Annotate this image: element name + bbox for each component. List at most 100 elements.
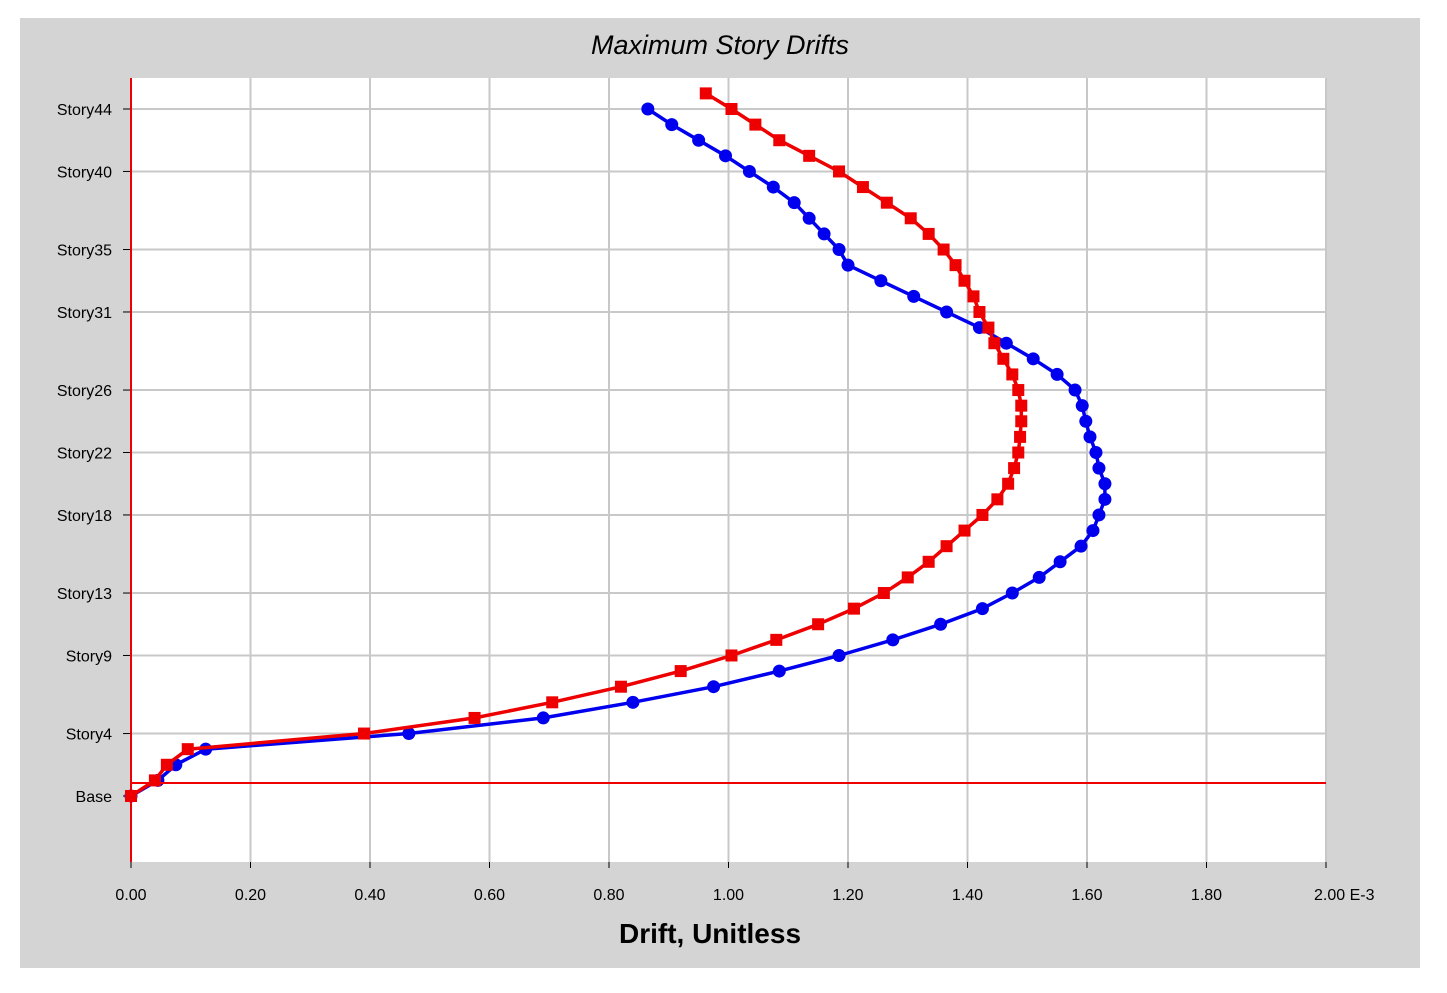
data-point [699, 87, 712, 100]
data-point [148, 774, 161, 787]
data-point [922, 227, 935, 240]
x-tick-label: 1.80 [1191, 887, 1222, 904]
data-point [847, 602, 860, 615]
data-point [1089, 446, 1103, 459]
data-point [880, 196, 893, 209]
data-point [802, 211, 816, 225]
data-point [1074, 539, 1088, 553]
y-tick-label: Story35 [57, 243, 112, 260]
data-point [1098, 477, 1112, 491]
data-point [999, 336, 1013, 350]
x-tick-label: 2.00 E-3 [1314, 887, 1375, 904]
data-point [674, 665, 687, 678]
data-point [949, 259, 962, 272]
x-tick-labels: 0.00 0.20 0.40 0.60 0.80 1.00 1.20 1.40 1.60 1.80… [115, 862, 1375, 904]
data-point [1008, 462, 1021, 475]
data-point [707, 680, 721, 694]
y-tick-label: Story13 [57, 586, 112, 603]
data-point [975, 602, 989, 616]
data-point [856, 181, 869, 194]
data-point [358, 727, 371, 740]
y-tick-label: Story9 [66, 648, 112, 665]
data-point [1015, 399, 1028, 412]
x-tick-label: 0.00 [115, 887, 146, 904]
data-point [958, 274, 971, 287]
data-point [766, 180, 780, 194]
data-point [1012, 384, 1025, 397]
y-tick-label: Story40 [57, 164, 112, 181]
data-point [841, 258, 855, 272]
y-tick-label: Story4 [66, 727, 112, 744]
x-tick-label: 1.60 [1071, 887, 1102, 904]
data-point [1005, 586, 1019, 600]
data-point [749, 118, 762, 131]
data-point [1083, 430, 1097, 444]
data-point [1006, 368, 1019, 381]
data-point [1075, 399, 1089, 413]
data-point [934, 617, 948, 631]
data-point [181, 743, 194, 756]
data-point [1086, 524, 1100, 538]
data-point [719, 149, 733, 163]
data-point [997, 352, 1010, 365]
data-point [641, 102, 655, 116]
x-tick-label: 1.00 [713, 887, 744, 904]
y-tick-label: Base [76, 789, 113, 806]
data-point [160, 758, 173, 771]
data-point [1012, 446, 1025, 459]
data-point [832, 243, 846, 257]
data-point [958, 524, 971, 537]
data-point [886, 633, 900, 647]
data-point [1015, 415, 1028, 428]
data-point [940, 540, 953, 553]
data-point [973, 305, 986, 318]
data-point [1002, 477, 1015, 490]
data-point [988, 337, 1001, 350]
data-point [812, 618, 825, 631]
chart-title: Maximum Story Drifts [590, 30, 850, 60]
data-point [1053, 555, 1067, 569]
data-point [982, 321, 995, 334]
y-tick-label: Story18 [57, 508, 112, 525]
data-point [725, 103, 738, 115]
x-tick-label: 0.60 [474, 887, 505, 904]
data-point [967, 290, 980, 303]
data-point [940, 305, 954, 319]
data-point [832, 648, 846, 662]
data-point [742, 164, 756, 178]
x-tick-label: 0.20 [235, 887, 266, 904]
data-point [1026, 352, 1040, 366]
data-point [787, 196, 801, 210]
data-point [922, 555, 935, 568]
series-2 [125, 87, 1028, 802]
data-point [817, 227, 831, 241]
data-point [773, 134, 786, 147]
x-tick-label: 1.20 [832, 887, 863, 904]
data-point [1050, 367, 1064, 381]
data-point [468, 711, 481, 724]
data-point [1098, 492, 1112, 506]
data-point [904, 212, 917, 225]
data-point [991, 493, 1004, 506]
series-line [130, 91, 1024, 798]
data-point [1068, 383, 1082, 397]
data-point [546, 696, 559, 709]
y-tick-label: Story22 [57, 446, 112, 463]
data-point [1079, 414, 1093, 428]
data-point [614, 680, 627, 693]
data-point [1092, 461, 1106, 475]
data-point [937, 243, 950, 256]
data-point [665, 118, 679, 132]
data-point [402, 727, 416, 741]
data-point [874, 274, 888, 288]
x-tick-label: 1.40 [952, 887, 983, 904]
y-tick-label: Story26 [57, 383, 112, 400]
y-tick-label: Story44 [57, 102, 112, 119]
data-point [901, 571, 914, 584]
x-axis-label: Drift, Unitless [618, 918, 802, 949]
y-tick-label: Story31 [57, 305, 112, 322]
x-tick-label: 0.80 [593, 887, 624, 904]
x-tick-label: 0.40 [354, 887, 385, 904]
data-point [907, 289, 921, 303]
